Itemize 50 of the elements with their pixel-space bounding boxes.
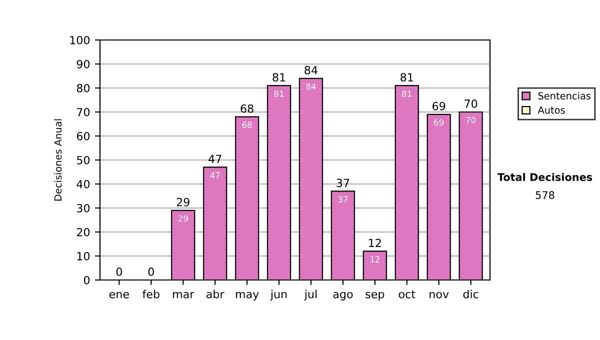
total-label: 81 xyxy=(400,73,413,82)
y-tick-label: 60 xyxy=(76,132,90,140)
data-label: 70 xyxy=(466,116,476,124)
y-tick-label: 0 xyxy=(84,276,90,284)
y-tick-label: 50 xyxy=(76,156,90,164)
text: Total Decisiones xyxy=(497,172,592,182)
total-label: 12 xyxy=(369,238,381,247)
total-label: 68 xyxy=(240,104,254,113)
x-tick-label: feb xyxy=(142,290,160,298)
total-label: 70 xyxy=(464,100,478,108)
text: 578 xyxy=(536,191,554,200)
data-label: 81 xyxy=(402,90,412,97)
x-tick-label: oct xyxy=(398,290,416,298)
total-label: 84 xyxy=(304,66,318,74)
data-label: 69 xyxy=(434,119,444,126)
y-tick-label: 90 xyxy=(76,60,90,68)
x-tick-label: ene xyxy=(109,292,129,298)
data-label: 81 xyxy=(274,90,284,97)
y-axis-title: Decisiones Anual xyxy=(54,119,62,201)
y-tick-label: 10 xyxy=(77,252,90,260)
total-label: 29 xyxy=(176,198,190,206)
total-label: 0 xyxy=(148,268,154,276)
total-label: 47 xyxy=(208,154,222,163)
data-label: 29 xyxy=(178,215,188,222)
total-label: 0 xyxy=(116,268,122,276)
data-label: 84 xyxy=(306,83,316,90)
total-label: 81 xyxy=(272,73,286,82)
data-label: 12 xyxy=(370,256,380,262)
x-tick-label: jun xyxy=(270,290,287,300)
data-label: 37 xyxy=(338,196,348,202)
y-tick-label: 20 xyxy=(76,228,90,236)
total-label: 69 xyxy=(432,102,446,110)
legend-label: Autos xyxy=(538,106,565,114)
y-tick-label: 80 xyxy=(76,84,90,92)
legend-label: Sentencias xyxy=(538,92,591,100)
x-tick-label: dic xyxy=(463,290,478,298)
data-label: 47 xyxy=(210,172,220,178)
x-tick-label: nov xyxy=(430,292,449,298)
data-label: 68 xyxy=(242,122,252,128)
x-tick-label: sep xyxy=(366,292,384,300)
x-tick-label: may xyxy=(236,292,259,300)
y-tick-label: 100 xyxy=(70,36,90,44)
x-tick-label: jul xyxy=(304,290,317,300)
y-tick-label: 70 xyxy=(77,108,90,116)
total-label: 37 xyxy=(336,178,350,188)
y-tick-label: 40 xyxy=(76,180,90,188)
x-tick-label: ago xyxy=(333,292,353,300)
x-tick-label: mar xyxy=(173,292,194,298)
y-tick-label: 30 xyxy=(76,204,90,212)
x-tick-label: abr xyxy=(206,290,224,298)
